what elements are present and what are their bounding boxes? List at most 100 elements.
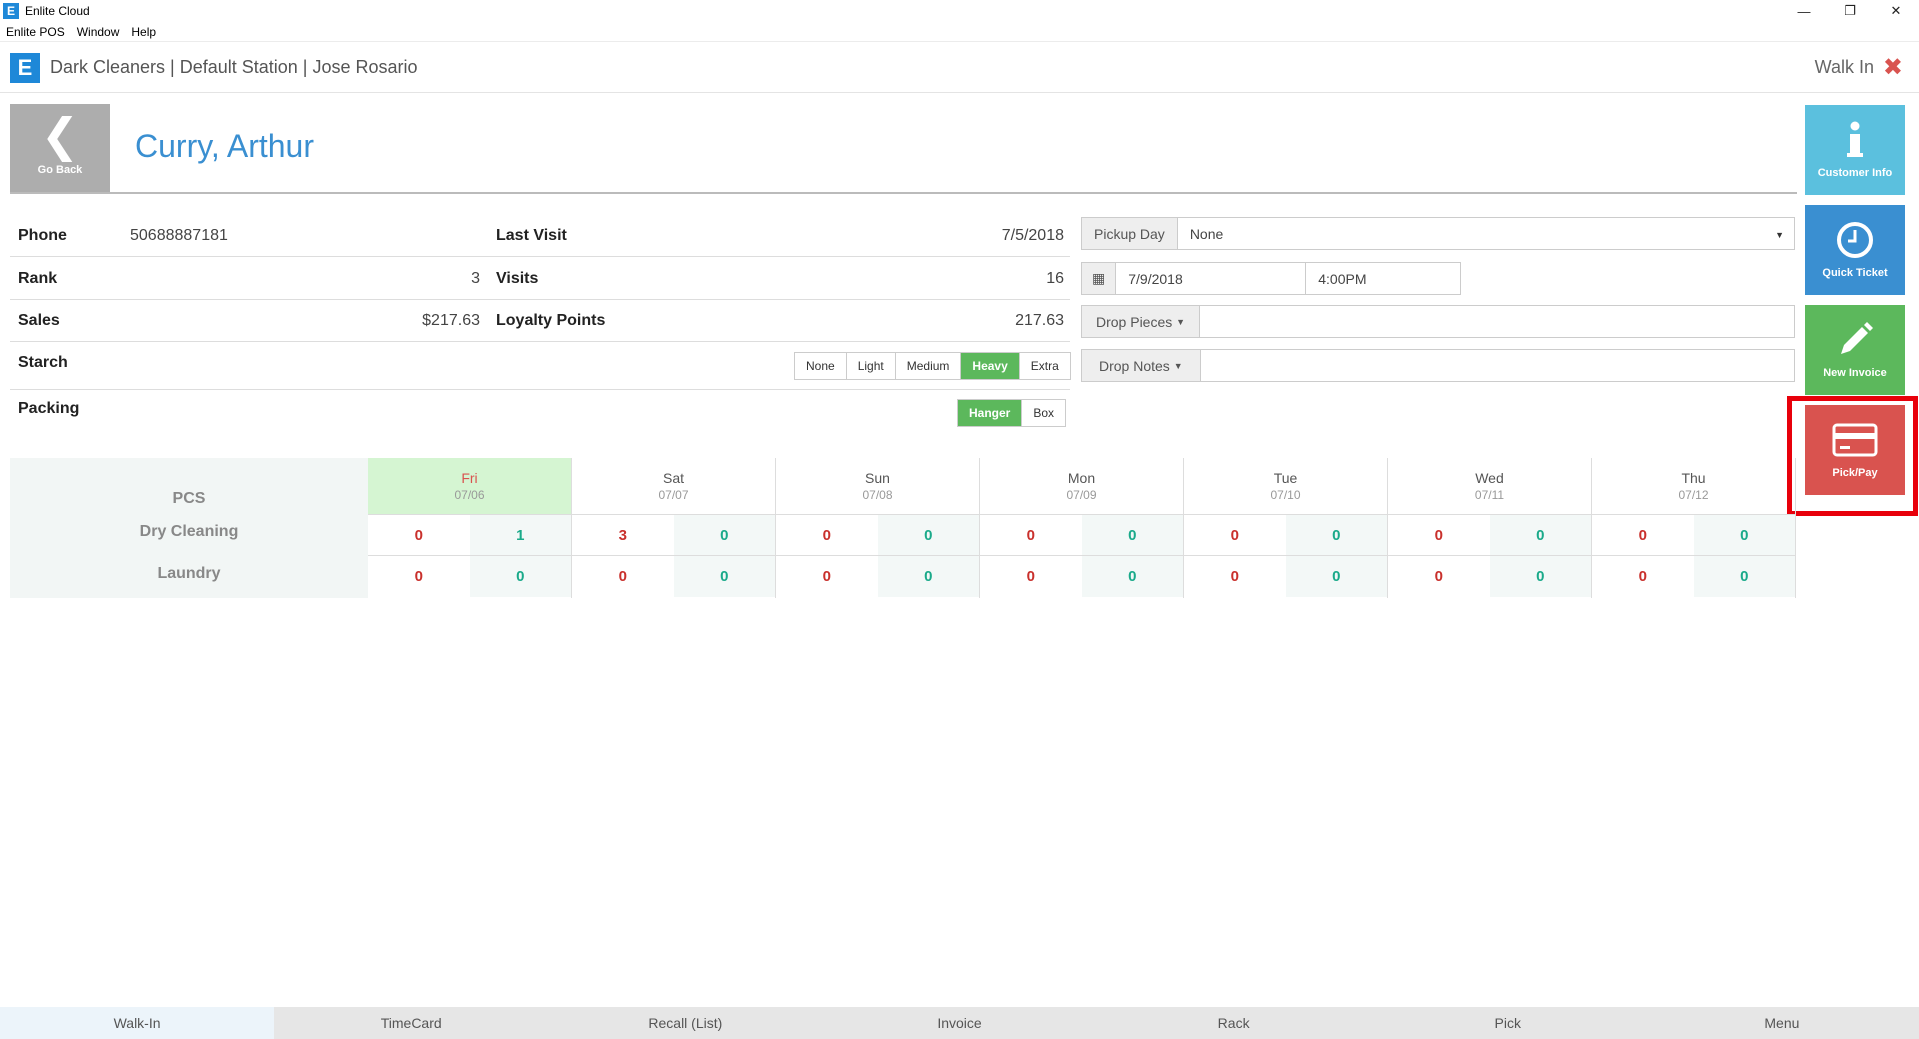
starch-none[interactable]: None [795,353,847,379]
loyalty-label: Loyalty Points [496,312,606,329]
laundry-count: 0 [1434,568,1443,585]
quick-ticket-label: Quick Ticket [1822,267,1888,279]
starch-medium[interactable]: Medium [895,353,962,379]
day-name: Thu [1681,470,1706,486]
nav-invoice[interactable]: Invoice [937,1015,982,1031]
pickup-datetime: ▦ 7/9/2018 4:00PM [1081,262,1461,295]
dry-cleaning-count: 3 [618,526,627,544]
menu-window[interactable]: Window [76,24,120,39]
dry-cleaning-count: 0 [1285,515,1387,555]
enlite-logo-icon: E [10,52,40,83]
dry-cleaning-count: 0 [1638,526,1647,544]
drop-pieces-input[interactable] [1200,306,1794,337]
drop-notes-input[interactable] [1201,350,1794,381]
close-icon[interactable]: ✖ [1882,54,1903,81]
day-date: 07/07 [658,488,689,502]
day-column: Wed 07/11 0 0 0 0 [1388,458,1592,598]
drop-pieces-label: Drop Pieces [1096,313,1173,330]
close-window-button[interactable]: ✕ [1890,3,1902,18]
laundry-count: 0 [1285,556,1387,597]
new-invoice-button[interactable]: New Invoice [1805,305,1905,395]
nav-timecard[interactable]: TimeCard [380,1015,442,1031]
rank-value: 3 [471,270,480,287]
day-header: Thu 07/12 [1592,458,1795,515]
day-name: Tue [1273,470,1298,486]
pick-pay-label: Pick/Pay [1832,467,1878,479]
day-name: Sat [662,470,684,486]
laundry-count: 0 [618,568,627,585]
customer-info-button[interactable]: Customer Info [1805,105,1905,195]
drop-pieces-dropdown[interactable]: Drop Pieces ▼ [1082,306,1201,337]
day-header: Fri 07/06 [368,458,571,515]
starch-extra[interactable]: Extra [1019,353,1070,379]
laundry-count: 0 [877,556,979,597]
laundry-count: 0 [1693,556,1795,597]
dry-cleaning-label: Dry Cleaning [139,523,239,540]
pickup-day-select[interactable]: Pickup Day None ▼ [1081,217,1795,250]
phone-value: 50688887181 [130,227,228,244]
day-header: Sat 07/07 [572,458,775,515]
packing-row: Packing [10,390,1070,432]
dry-cleaning-count: 0 [1081,515,1183,555]
day-column: Sun 07/08 0 0 0 0 [776,458,980,598]
minimize-button[interactable]: — [1797,3,1811,19]
day-date: 07/09 [1066,488,1097,502]
rank-row: Rank 3 Visits 16 [10,258,1070,300]
drop-notes-dropdown[interactable]: Drop Notes ▼ [1082,350,1201,381]
dry-cleaning-count: 0 [877,515,979,555]
nav-rack[interactable]: Rack [1217,1015,1250,1031]
pcs-label: PCS [172,490,206,507]
starch-heavy[interactable]: Heavy [961,353,1020,379]
dry-cleaning-count: 0 [1693,515,1795,555]
day-name: Wed [1475,470,1504,486]
starch-label: Starch [18,354,68,371]
menu-enlite-pos[interactable]: Enlite POS [6,24,65,39]
laundry-count: 0 [1230,568,1239,585]
nav-walk-in[interactable]: Walk-In [0,1007,275,1039]
chevron-left-icon: ❮ [40,109,80,161]
pickup-day-value: None [1189,225,1224,242]
pickup-time-input[interactable]: 4:00PM [1318,270,1367,287]
customer-info-label: Customer Info [1817,167,1893,179]
drop-notes-label: Drop Notes [1099,357,1170,374]
credit-card-icon [1805,415,1905,465]
laundry-count: 0 [673,556,775,597]
restore-button[interactable]: ❐ [1844,3,1856,18]
nav-menu[interactable]: Menu [1764,1015,1800,1031]
loyalty-value: 217.63 [1015,312,1064,329]
drop-notes-field: Drop Notes ▼ [1081,349,1795,382]
quick-ticket-button[interactable]: Quick Ticket [1805,205,1905,295]
dry-cleaning-count: 0 [1434,526,1443,544]
mode-label: Walk In [1814,57,1874,77]
caret-down-icon: ▼ [1775,230,1784,240]
starch-light[interactable]: Light [846,353,896,379]
nav-recall-list[interactable]: Recall (List) [648,1015,723,1031]
menu-help[interactable]: Help [131,24,157,39]
go-back-button[interactable]: ❮ Go Back [10,104,110,194]
day-name: Sun [865,470,890,486]
pickup-date-input[interactable]: 7/9/2018 [1116,263,1307,294]
nav-pick[interactable]: Pick [1494,1015,1521,1031]
day-header: Sun 07/08 [776,458,979,515]
packing-box[interactable]: Box [1022,400,1066,426]
dry-cleaning-count: 0 [1230,526,1239,544]
day-date: 07/12 [1678,488,1709,502]
packing-hanger[interactable]: Hanger [958,400,1023,426]
laundry-count: 0 [1081,556,1183,597]
menu-bar: Enlite POS Window Help [0,22,1919,42]
pick-pay-button[interactable]: Pick/Pay [1805,405,1905,495]
pieces-schedule: PCS Dry Cleaning Laundry Fri 07/06 0 1 0 0 Sat… [10,458,1797,598]
rank-label: Rank [18,270,58,287]
day-date: 07/06 [454,488,485,502]
starch-options: None Light Medium Heavy Extra [794,352,1071,380]
calendar-icon[interactable]: ▦ [1082,263,1117,294]
